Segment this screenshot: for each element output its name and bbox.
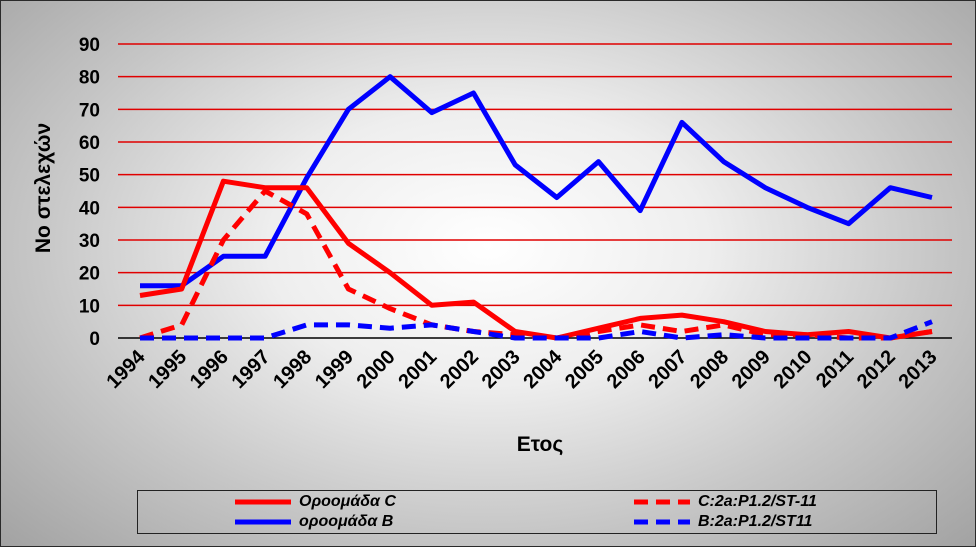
- x-tick-label: 2007: [644, 346, 691, 393]
- gridlines: [118, 43, 952, 339]
- x-tick-label: 2011: [812, 346, 858, 392]
- x-tick-label: 2003: [478, 346, 525, 393]
- y-tick-label: 80: [79, 68, 100, 89]
- x-tick-labels: 1994199519961997199819992000200120022003…: [103, 345, 942, 393]
- x-tick-label: 1999: [311, 346, 358, 393]
- legend-item-c-dashed: C:2a:P1.2/ST-11: [634, 492, 817, 512]
- x-tick-label: 2010: [769, 346, 816, 393]
- x-tick-label: 1994: [103, 345, 151, 393]
- x-tick-label: 2004: [519, 345, 567, 393]
- x-tick-label: 2008: [686, 346, 733, 393]
- y-tick-label: 60: [79, 133, 100, 154]
- y-tick-label: 40: [79, 198, 100, 219]
- x-tick-label: 1996: [186, 346, 233, 393]
- legend-label: B:2a:P1.2/ST11: [698, 513, 813, 530]
- x-tick-label: 1995: [144, 346, 191, 393]
- y-tick-label: 70: [79, 100, 100, 121]
- y-tick-labels: 0 10 20 30 40 50 60 70 80 90: [79, 35, 100, 350]
- series-line-2: [140, 74, 933, 289]
- legend-item-c-solid: Οροομάδα C: [235, 492, 396, 512]
- x-tick-label: 1998: [269, 346, 316, 393]
- y-tick-label: 0: [89, 329, 100, 350]
- x-tick-label: 2006: [603, 346, 650, 393]
- x-tick-label: 2009: [728, 346, 775, 393]
- x-tick-label: 2000: [353, 346, 400, 393]
- legend-item-b-dashed: B:2a:P1.2/ST11: [634, 512, 812, 532]
- legend: Οροομάδα C οροομάδα Β C:2a:P1.2/ST-11 B:…: [137, 490, 937, 534]
- series-lines: [139, 74, 933, 341]
- y-axis-label: Νο στελεχών: [32, 123, 55, 253]
- series-line-1: [139, 188, 933, 341]
- y-tick-label: 50: [79, 166, 100, 187]
- y-tick-label: 10: [79, 296, 100, 317]
- y-tick-label: 30: [79, 231, 100, 252]
- x-tick-label: 2002: [436, 346, 483, 393]
- legend-item-b-solid: οροομάδα Β: [235, 512, 393, 532]
- legend-label: οροομάδα Β: [299, 513, 394, 530]
- y-tick-label: 20: [79, 264, 100, 285]
- legend-label: C:2a:P1.2/ST-11: [698, 493, 817, 510]
- series-line-0: [139, 178, 933, 341]
- x-tick-label: 2001: [394, 346, 441, 393]
- x-tick-label: 2005: [561, 346, 608, 393]
- x-tick-label: 2012: [853, 346, 900, 393]
- x-tick-label: 2013: [895, 346, 942, 393]
- series-line-3: [140, 319, 933, 341]
- legend-label: Οροομάδα C: [299, 493, 396, 510]
- x-axis-label: Ετος: [517, 433, 564, 456]
- x-tick-label: 1997: [228, 346, 275, 393]
- y-tick-label: 90: [79, 35, 100, 56]
